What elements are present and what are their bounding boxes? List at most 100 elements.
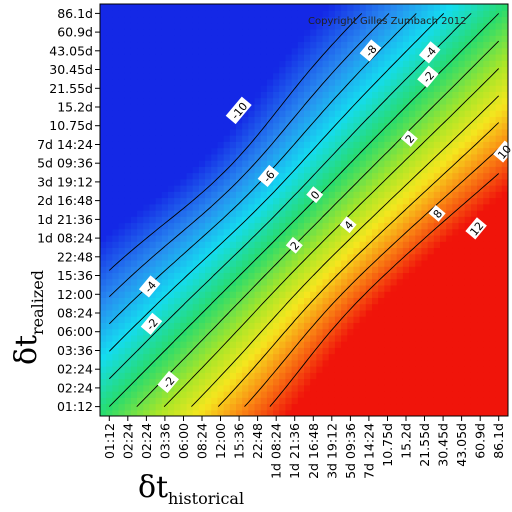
heatmap-cell: [409, 210, 416, 217]
heatmap-cell: [328, 153, 336, 161]
heatmap-cell: [229, 353, 237, 361]
heatmap-cell: [433, 28, 441, 36]
heatmap-cell: [229, 166, 237, 174]
heatmap-cell: [409, 66, 416, 74]
heatmap-cell: [223, 353, 231, 361]
heatmap-cell: [477, 278, 484, 286]
heatmap-cell: [316, 322, 324, 330]
heatmap-cell: [100, 97, 107, 105]
heatmap-cell: [310, 284, 317, 292]
heatmap-cell: [285, 366, 293, 373]
heatmap-cell: [155, 35, 163, 43]
heatmap-cell: [248, 247, 256, 255]
heatmap-cell: [168, 22, 175, 30]
heatmap-cell: [161, 403, 169, 411]
heatmap-cell: [205, 234, 212, 242]
heatmap-cell: [223, 359, 231, 367]
heatmap-cell: [205, 47, 212, 55]
heatmap-cell: [266, 72, 274, 80]
heatmap-cell: [316, 97, 324, 105]
heatmap-cell: [168, 197, 175, 205]
heatmap-cell: [180, 35, 188, 43]
heatmap-cell: [211, 291, 219, 298]
heatmap-cell: [211, 60, 219, 68]
heatmap-cell: [310, 28, 317, 36]
heatmap-cell: [143, 128, 151, 136]
heatmap-cell: [365, 328, 373, 336]
heatmap-cell: [458, 378, 466, 386]
heatmap-cell: [328, 66, 336, 74]
heatmap-cell: [372, 191, 379, 199]
heatmap-cell: [192, 178, 200, 186]
heatmap-cell: [322, 409, 330, 416]
heatmap-cell: [174, 272, 181, 280]
heatmap-cell: [174, 4, 181, 11]
heatmap-cell: [415, 153, 423, 161]
heatmap-cell: [396, 22, 404, 30]
heatmap-cell: [341, 22, 348, 30]
heatmap-cell: [192, 322, 200, 330]
heatmap-cell: [341, 253, 348, 261]
heatmap-cell: [384, 128, 392, 136]
heatmap-cell: [446, 166, 453, 174]
heatmap-cell: [106, 203, 113, 211]
heatmap-cell: [353, 16, 361, 24]
heatmap-cell: [501, 297, 508, 305]
heatmap-cell: [415, 316, 423, 323]
heatmap-cell: [266, 228, 274, 236]
heatmap-cell: [310, 16, 317, 24]
heatmap-cell: [347, 366, 355, 373]
heatmap-cell: [415, 97, 423, 105]
heatmap-cell: [130, 334, 138, 342]
heatmap-cell: [477, 72, 484, 80]
heatmap-cell: [347, 397, 355, 405]
heatmap-cell: [365, 284, 373, 292]
heatmap-cell: [452, 128, 460, 136]
heatmap-cell: [384, 397, 392, 405]
heatmap-cell: [205, 241, 212, 249]
heatmap-cell: [266, 28, 274, 36]
heatmap-cell: [328, 409, 336, 416]
heatmap-cell: [341, 210, 348, 217]
heatmap-cell: [359, 341, 367, 348]
heatmap-cell: [464, 41, 472, 49]
heatmap-cell: [341, 53, 348, 61]
heatmap-cell: [285, 41, 293, 49]
heatmap-cell: [192, 47, 200, 55]
heatmap-cell: [495, 103, 503, 111]
heatmap-cell: [304, 128, 311, 136]
heatmap-cell: [390, 72, 398, 80]
heatmap-cell: [279, 141, 287, 149]
heatmap-cell: [143, 191, 151, 199]
heatmap-cell: [353, 160, 361, 167]
heatmap-cell: [254, 353, 262, 361]
heatmap-cell: [279, 97, 287, 105]
heatmap-cell: [118, 128, 126, 136]
contour-label: -4: [418, 41, 441, 64]
heatmap-cell: [396, 259, 404, 267]
heatmap-cell: [236, 16, 243, 24]
heatmap-cell: [297, 359, 305, 367]
heatmap-cell: [161, 41, 169, 49]
heatmap-cell: [112, 185, 120, 192]
heatmap-cell: [161, 4, 169, 11]
heatmap-cell: [409, 284, 416, 292]
heatmap-cell: [372, 266, 379, 274]
heatmap-cell: [242, 66, 249, 74]
heatmap-cell: [242, 228, 249, 236]
heatmap-cell: [130, 247, 138, 255]
heatmap-cell: [495, 347, 503, 355]
heatmap-cell: [477, 185, 484, 192]
heatmap-cell: [229, 347, 237, 355]
heatmap-cell: [402, 153, 410, 161]
heatmap-cell: [347, 303, 355, 311]
heatmap-cell: [378, 353, 385, 361]
heatmap-cell: [285, 28, 293, 36]
heatmap-cell: [248, 10, 256, 18]
heatmap-cell: [483, 353, 491, 361]
heatmap-cell: [384, 197, 392, 205]
heatmap-cell: [384, 297, 392, 305]
heatmap-cell: [186, 160, 194, 167]
heatmap-cell: [501, 303, 508, 311]
heatmap-cell: [452, 153, 460, 161]
